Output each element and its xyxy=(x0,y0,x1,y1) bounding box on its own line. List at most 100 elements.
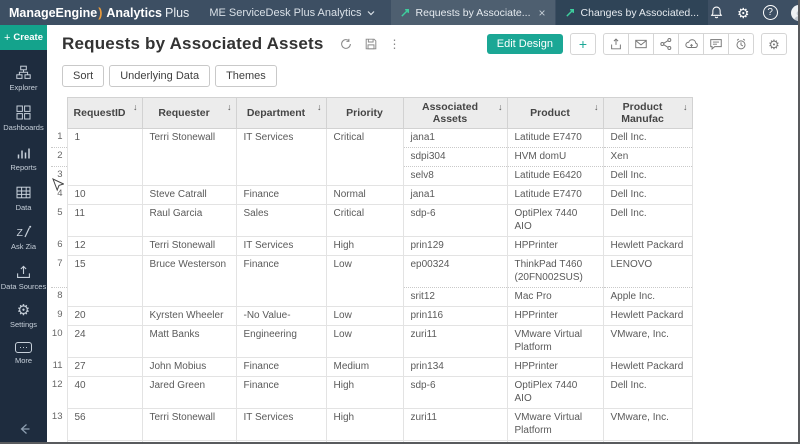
cell-product[interactable]: Latitude E7470 xyxy=(506,128,604,148)
close-icon[interactable]: × xyxy=(538,5,546,20)
export-icon[interactable] xyxy=(603,33,629,55)
cell-request-id[interactable]: 40 xyxy=(66,376,143,409)
cell-department[interactable]: Engineering xyxy=(235,325,327,358)
sidebar-item-dashboards[interactable]: Dashboards xyxy=(0,105,47,132)
cell-asset[interactable]: selv8 xyxy=(402,166,508,186)
cell-request-id[interactable]: 10 xyxy=(66,185,143,205)
cell-product[interactable]: VMware Virtual Platform xyxy=(506,408,604,441)
cell-asset[interactable]: prin116 xyxy=(402,306,508,326)
cell-asset[interactable]: jana1 xyxy=(402,185,508,205)
cell-asset[interactable]: srit12 xyxy=(402,287,508,307)
cell-requester[interactable]: Raul Garcia xyxy=(141,204,237,237)
comment-icon[interactable] xyxy=(703,33,729,55)
cell-product[interactable]: OptiPlex 7440 AIO xyxy=(506,376,604,409)
cell-priority[interactable]: Low xyxy=(325,255,404,307)
cell-manufacturer[interactable]: Xen xyxy=(602,147,693,167)
cell-request-id[interactable]: 56 xyxy=(66,408,143,441)
cell-product[interactable]: HPPrinter xyxy=(506,236,604,256)
sidebar-item-data-sources[interactable]: Data Sources xyxy=(0,264,47,291)
cell-priority[interactable]: Critical xyxy=(325,204,404,237)
cell-product[interactable]: Latitude E6420 xyxy=(506,166,604,186)
cell-priority[interactable]: Normal xyxy=(325,185,404,205)
column-header-department[interactable]: Department ↓ xyxy=(235,97,327,129)
create-button[interactable]: + Create xyxy=(0,25,47,50)
cell-requester[interactable]: French Mills xyxy=(141,440,237,442)
cell-asset[interactable]: selv8 xyxy=(402,440,508,442)
cell-asset[interactable]: sdpi304 xyxy=(402,147,508,167)
cell-department[interactable]: IT Services xyxy=(235,408,327,441)
cell-requester[interactable]: Steve Catrall xyxy=(141,185,237,205)
cell-request-id[interactable]: 20 xyxy=(66,306,143,326)
avatar[interactable] xyxy=(790,4,798,21)
edit-design-button[interactable]: Edit Design xyxy=(486,34,563,54)
cell-priority[interactable]: High xyxy=(325,408,404,441)
cell-manufacturer[interactable]: Dell Inc. xyxy=(602,376,693,409)
cell-manufacturer[interactable]: Hewlett Packard xyxy=(602,306,693,326)
cell-product[interactable]: ThinkPad T460 (20FN002SUS) xyxy=(506,255,604,288)
tab-changes-by-associated[interactable]: Changes by Associated... xyxy=(555,0,710,25)
cell-asset[interactable]: prin129 xyxy=(402,236,508,256)
cell-priority[interactable]: Critical xyxy=(325,128,404,186)
help-icon[interactable]: ? xyxy=(762,5,778,20)
cell-product[interactable]: OptiPlex 7440 AIO xyxy=(506,204,604,237)
cell-manufacturer[interactable]: VMware, Inc. xyxy=(602,325,693,358)
settings-icon[interactable]: ⚙ xyxy=(761,33,787,55)
cell-asset[interactable]: sdp-6 xyxy=(402,376,508,409)
cell-requester[interactable]: Terri Stonewall xyxy=(141,128,237,186)
cell-requester[interactable]: Terri Stonewall xyxy=(141,408,237,441)
sort-button[interactable]: Sort xyxy=(62,65,105,87)
email-icon[interactable] xyxy=(628,33,654,55)
cell-priority[interactable]: Low xyxy=(325,325,404,358)
column-header-priority[interactable]: Priority xyxy=(325,97,404,129)
cell-department[interactable]: IT Services xyxy=(235,128,327,186)
cell-department[interactable]: Finance xyxy=(235,376,327,409)
workspace-menu[interactable]: ME ServiceDesk Plus Analytics xyxy=(197,7,386,19)
cell-request-id[interactable]: 27 xyxy=(66,357,143,377)
cell-manufacturer[interactable]: VMware, Inc. xyxy=(602,408,693,441)
sidebar-item-reports[interactable]: Reports xyxy=(0,145,47,172)
cell-asset[interactable]: ep00324 xyxy=(402,255,508,288)
cell-request-id[interactable]: 65 xyxy=(66,440,143,442)
settings-icon[interactable]: ⚙ xyxy=(737,4,750,21)
cell-priority[interactable]: Low xyxy=(325,306,404,326)
cell-priority[interactable]: High xyxy=(325,440,404,442)
cell-requester[interactable]: Jared Green xyxy=(141,376,237,409)
cell-department[interactable]: Finance xyxy=(235,357,327,377)
cell-department[interactable]: Finance xyxy=(235,185,327,205)
themes-button[interactable]: Themes xyxy=(215,65,277,87)
notifications-icon[interactable] xyxy=(709,5,724,20)
cell-request-id[interactable]: 1 xyxy=(66,128,143,186)
cell-department[interactable]: Finance xyxy=(235,255,327,307)
cell-request-id[interactable]: 11 xyxy=(66,204,143,237)
cell-priority[interactable]: High xyxy=(325,236,404,256)
column-header-requestid[interactable]: RequestID ↓ xyxy=(66,97,143,129)
cell-department[interactable]: -No Value- xyxy=(235,306,327,326)
column-header-associated-assets[interactable]: Associated Assets ↓ xyxy=(402,97,508,129)
cell-asset[interactable]: zuri11 xyxy=(402,325,508,358)
publish-icon[interactable] xyxy=(678,33,704,55)
column-header-product-manufac[interactable]: Product Manufac ↓ xyxy=(602,97,693,129)
cell-manufacturer[interactable]: Dell Inc. xyxy=(602,440,693,442)
sidebar-item-settings[interactable]: ⚙ Settings xyxy=(0,303,47,329)
cell-department[interactable]: IT Services xyxy=(235,236,327,256)
cell-manufacturer[interactable]: Dell Inc. xyxy=(602,166,693,186)
column-header-product[interactable]: Product ↓ xyxy=(506,97,604,129)
cell-product[interactable]: VMware Virtual Platform xyxy=(506,325,604,358)
sidebar-item-more[interactable]: ⋯ More xyxy=(0,342,47,365)
cell-requester[interactable]: Kyrsten Wheeler xyxy=(141,306,237,326)
cell-manufacturer[interactable]: Hewlett Packard xyxy=(602,357,693,377)
collapse-sidebar-button[interactable] xyxy=(17,423,31,435)
cell-department[interactable]: Sales xyxy=(235,204,327,237)
cell-requester[interactable]: Bruce Westerson xyxy=(141,255,237,307)
cell-asset[interactable]: zuri11 xyxy=(402,408,508,441)
cell-requester[interactable]: Terri Stonewall xyxy=(141,236,237,256)
kebab-menu-icon[interactable]: ⋮ xyxy=(388,37,401,51)
sidebar-item-explorer[interactable]: Explorer xyxy=(0,65,47,92)
column-header-requester[interactable]: Requester ↓ xyxy=(141,97,237,129)
cell-department[interactable]: Engineering xyxy=(235,440,327,442)
cell-asset[interactable]: prin134 xyxy=(402,357,508,377)
cell-request-id[interactable]: 24 xyxy=(66,325,143,358)
cell-product[interactable]: Latitude E7470 xyxy=(506,185,604,205)
sidebar-item-ask-zia[interactable]: Z Ask Zia xyxy=(0,225,47,251)
cell-requester[interactable]: John Mobius xyxy=(141,357,237,377)
